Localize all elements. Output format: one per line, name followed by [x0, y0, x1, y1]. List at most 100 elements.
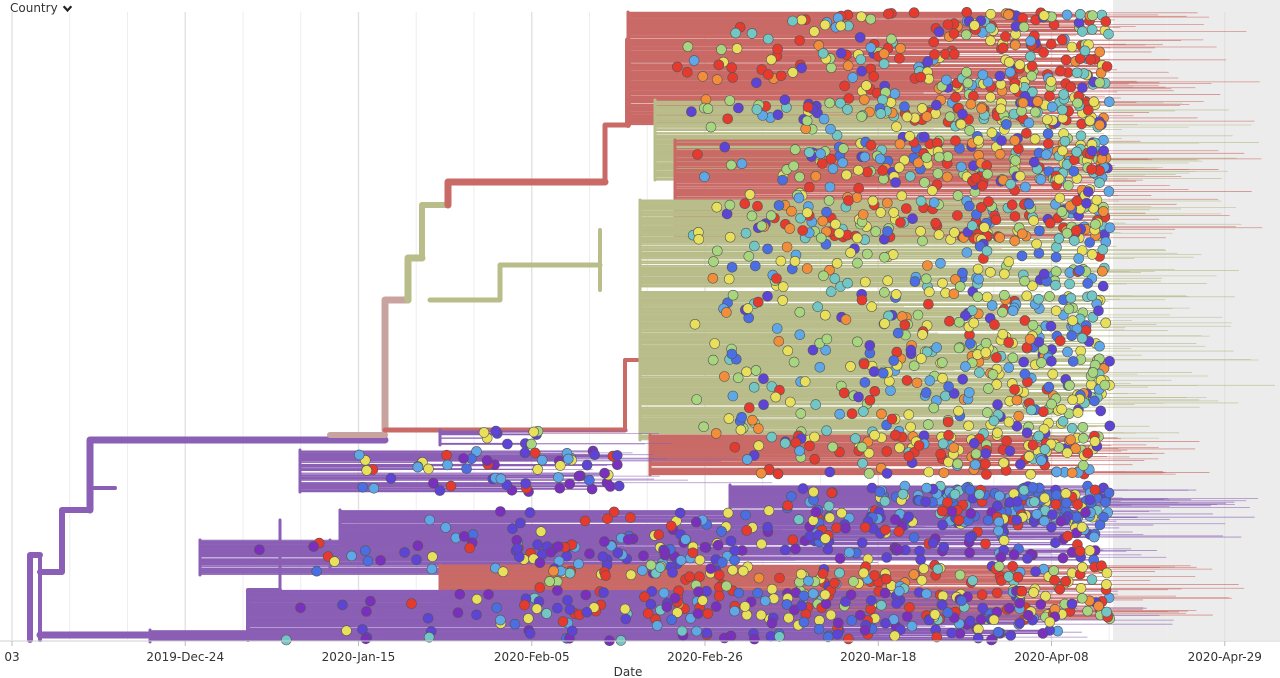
- tip-node: [922, 260, 933, 271]
- tip-node: [1056, 206, 1068, 217]
- tip-node: [773, 335, 785, 347]
- tip-node: [928, 402, 940, 414]
- tip-node: [777, 295, 789, 306]
- tip-node: [1062, 346, 1073, 358]
- tip-node: [693, 234, 705, 245]
- tip-node: [868, 366, 880, 377]
- tip-node: [992, 427, 1003, 439]
- tip-node: [953, 514, 965, 526]
- tip-node: [851, 232, 863, 244]
- tip-node: [705, 563, 717, 574]
- tip-node: [1086, 145, 1098, 157]
- tip-node: [976, 589, 988, 601]
- tip-node: [916, 103, 928, 114]
- tip-node: [637, 565, 648, 576]
- tip-node: [762, 521, 773, 533]
- tip-node: [584, 474, 595, 486]
- tip-node: [968, 317, 980, 329]
- tip-node: [996, 135, 1007, 146]
- tip-node: [762, 69, 774, 80]
- tip-node: [725, 535, 737, 547]
- tip-node: [789, 255, 801, 267]
- tip-node: [856, 537, 868, 549]
- tip-node: [886, 413, 898, 425]
- tip-node: [782, 345, 794, 357]
- tip-node: [886, 33, 897, 45]
- tip-node: [1025, 51, 1036, 62]
- tip-node: [774, 572, 785, 584]
- color-by-dropdown[interactable]: Country: [10, 0, 73, 16]
- tip-node: [1084, 494, 1096, 506]
- tip-node: [613, 480, 625, 492]
- tip-node: [1094, 340, 1105, 352]
- tip-node: [726, 261, 738, 273]
- tip-node: [950, 135, 961, 146]
- tip-node: [911, 377, 923, 389]
- tip-node: [772, 43, 783, 55]
- tip-node: [1087, 10, 1098, 21]
- tip-node: [1035, 174, 1047, 185]
- tip-node: [1100, 496, 1111, 508]
- tip-node: [923, 298, 934, 310]
- tip-node: [881, 468, 893, 479]
- tip-node: [835, 47, 847, 59]
- tip-node: [1011, 394, 1023, 406]
- tip-node: [1094, 519, 1106, 531]
- tip-node: [876, 408, 887, 420]
- tip-node: [711, 245, 723, 257]
- tip-node: [808, 26, 820, 37]
- tip-node: [1007, 305, 1019, 317]
- tip-node: [944, 111, 956, 122]
- tip-node: [564, 478, 576, 490]
- tip-node: [1045, 76, 1057, 87]
- tip-node: [837, 157, 849, 169]
- tip-node: [784, 223, 796, 234]
- tip-node: [868, 71, 880, 82]
- tip-node: [856, 441, 868, 453]
- tip-node: [1055, 515, 1067, 527]
- tip-node: [697, 71, 709, 82]
- tip-node: [997, 42, 1009, 54]
- tip-node: [1097, 265, 1108, 277]
- tip-node: [979, 222, 990, 233]
- tip-node: [889, 88, 901, 99]
- tip-node: [941, 171, 953, 183]
- tip-node: [1042, 114, 1053, 125]
- tip-node: [1009, 83, 1020, 94]
- tip-node: [974, 367, 985, 378]
- color-by-label: Country: [10, 1, 58, 15]
- tip-node: [1081, 198, 1092, 209]
- tip-node: [770, 391, 782, 403]
- tip-node: [878, 48, 890, 60]
- tip-node: [1044, 217, 1056, 229]
- tip-node: [825, 62, 837, 73]
- tip-node: [1040, 590, 1051, 602]
- tip-node: [1056, 403, 1067, 415]
- tip-node: [1101, 61, 1113, 72]
- tip-node: [803, 147, 815, 158]
- tip-node: [948, 288, 960, 300]
- tip-node: [777, 281, 789, 293]
- tip-node: [564, 567, 576, 579]
- tip-node: [586, 483, 598, 495]
- tip-node: [442, 459, 453, 471]
- tip-node: [1018, 356, 1030, 368]
- tip-node: [875, 599, 887, 611]
- tip-node: [545, 546, 557, 558]
- tip-node: [893, 544, 904, 556]
- tip-node: [882, 275, 894, 287]
- tip-node: [933, 229, 945, 240]
- tip-node: [959, 310, 971, 322]
- tip-node: [1067, 394, 1078, 406]
- branch: [602, 122, 631, 185]
- tip-node: [687, 547, 699, 559]
- tip-node: [1003, 256, 1015, 268]
- tip-node: [1036, 455, 1047, 466]
- tip-node: [777, 174, 788, 186]
- tip-node: [879, 318, 890, 329]
- tip-node: [820, 533, 831, 544]
- tip-node: [481, 455, 493, 466]
- tip-node: [599, 467, 610, 479]
- tip-node: [1082, 278, 1093, 289]
- tip-node: [859, 276, 871, 288]
